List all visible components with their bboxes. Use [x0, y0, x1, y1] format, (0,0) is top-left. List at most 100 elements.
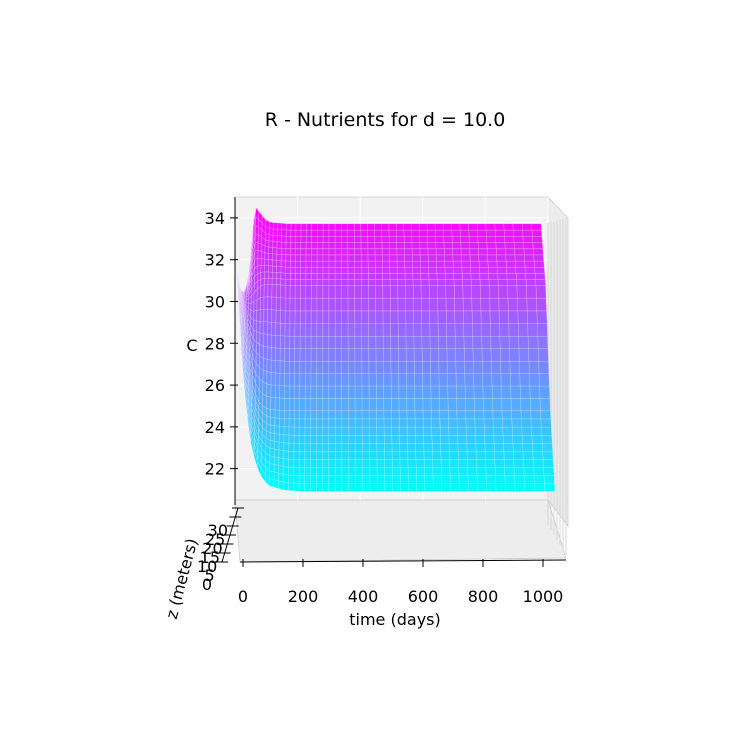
z-axis-label: C [186, 336, 197, 355]
surface-patch [322, 435, 330, 444]
surface-patch [390, 310, 399, 324]
surface-patch [381, 254, 390, 262]
surface-patch [517, 323, 529, 337]
surface-patch [347, 223, 355, 231]
surface-patch [472, 348, 483, 362]
surface-patch [511, 426, 523, 436]
surface-patch [361, 323, 370, 337]
surface-patch [436, 260, 446, 268]
surface-patch [328, 310, 336, 324]
surface-patch [382, 279, 391, 286]
surface-patch [483, 410, 494, 420]
surface-patch [295, 254, 302, 262]
surface-patch [447, 410, 458, 420]
surface-patch [341, 273, 349, 280]
surface-patch [374, 260, 383, 268]
surface-patch [310, 443, 317, 452]
surface-patch [537, 335, 549, 349]
surface-patch [304, 443, 311, 452]
surface-patch [530, 410, 542, 420]
surface-patch [494, 459, 505, 468]
surface-patch [293, 418, 300, 428]
surface-patch [490, 348, 501, 362]
surface-patch [399, 426, 408, 436]
surface-patch [322, 266, 330, 274]
surface-patch [274, 425, 280, 435]
surface-patch [310, 297, 318, 312]
surface-patch [341, 475, 349, 484]
surface-patch [328, 297, 336, 312]
surface-patch [494, 451, 505, 460]
surface-patch [405, 348, 415, 362]
surface-patch [405, 335, 415, 349]
surface-patch [341, 418, 349, 428]
surface-patch [348, 451, 356, 460]
surface-patch [268, 240, 274, 248]
surface-patch [294, 310, 301, 324]
surface-patch [444, 273, 455, 280]
surface-patch [471, 285, 481, 299]
surface-patch [347, 335, 356, 349]
surface-patch [310, 385, 318, 399]
surface-patch [503, 229, 514, 237]
surface-patch [256, 331, 261, 345]
surface-patch [467, 475, 478, 484]
surface-patch [441, 483, 451, 492]
surface-patch [300, 242, 307, 250]
surface-patch [461, 260, 471, 268]
surface-patch [429, 323, 439, 337]
surface-patch [272, 259, 278, 267]
surface-patch [539, 398, 551, 411]
surface-patch [328, 223, 336, 231]
surface-patch [299, 373, 306, 387]
surface-patch [288, 466, 295, 476]
surface-patch [391, 426, 400, 436]
surface-patch [348, 467, 356, 476]
surface-patch [269, 455, 275, 465]
surface-patch [341, 279, 349, 286]
surface-patch [538, 373, 550, 387]
surface-patch [257, 250, 262, 259]
surface-patch [334, 418, 342, 428]
surface-patch [465, 410, 476, 420]
surface-patch [474, 426, 485, 436]
surface-patch [481, 335, 492, 349]
surface-patch [334, 248, 342, 256]
surface-patch [310, 348, 318, 362]
surface-patch [388, 223, 397, 231]
surface-patch [354, 360, 363, 374]
surface-patch [284, 373, 290, 387]
surface-patch [271, 309, 277, 323]
surface-patch [541, 426, 552, 436]
surface-patch [368, 385, 377, 399]
surface-patch [383, 348, 392, 362]
surface-patch [494, 467, 506, 476]
surface-patch [274, 417, 280, 427]
surface-patch [466, 443, 477, 452]
y-tick-label: 0 [202, 575, 212, 594]
surface-patch [299, 323, 306, 337]
surface-patch [310, 373, 318, 387]
surface-patch [289, 310, 296, 324]
surface-patch [542, 459, 554, 468]
surface-patch [503, 223, 514, 231]
surface-patch [322, 467, 330, 476]
surface-patch [347, 285, 355, 299]
surface-patch [368, 373, 377, 387]
surface-patch [299, 348, 306, 362]
y-axis-label: z (meters) [162, 536, 202, 621]
surface-patch [293, 442, 300, 452]
surface-patch [531, 435, 543, 444]
surface-patch [288, 426, 295, 436]
surface-patch [369, 483, 378, 492]
surface-patch [390, 360, 399, 374]
surface-patch [305, 266, 312, 274]
surface-patch [278, 433, 285, 444]
surface-patch [354, 373, 363, 387]
surface-patch [260, 277, 265, 287]
surface-patch [347, 248, 355, 256]
surface-patch [300, 236, 307, 243]
surface-patch [322, 260, 330, 268]
surface-patch [290, 229, 297, 237]
surface-patch [278, 465, 284, 475]
